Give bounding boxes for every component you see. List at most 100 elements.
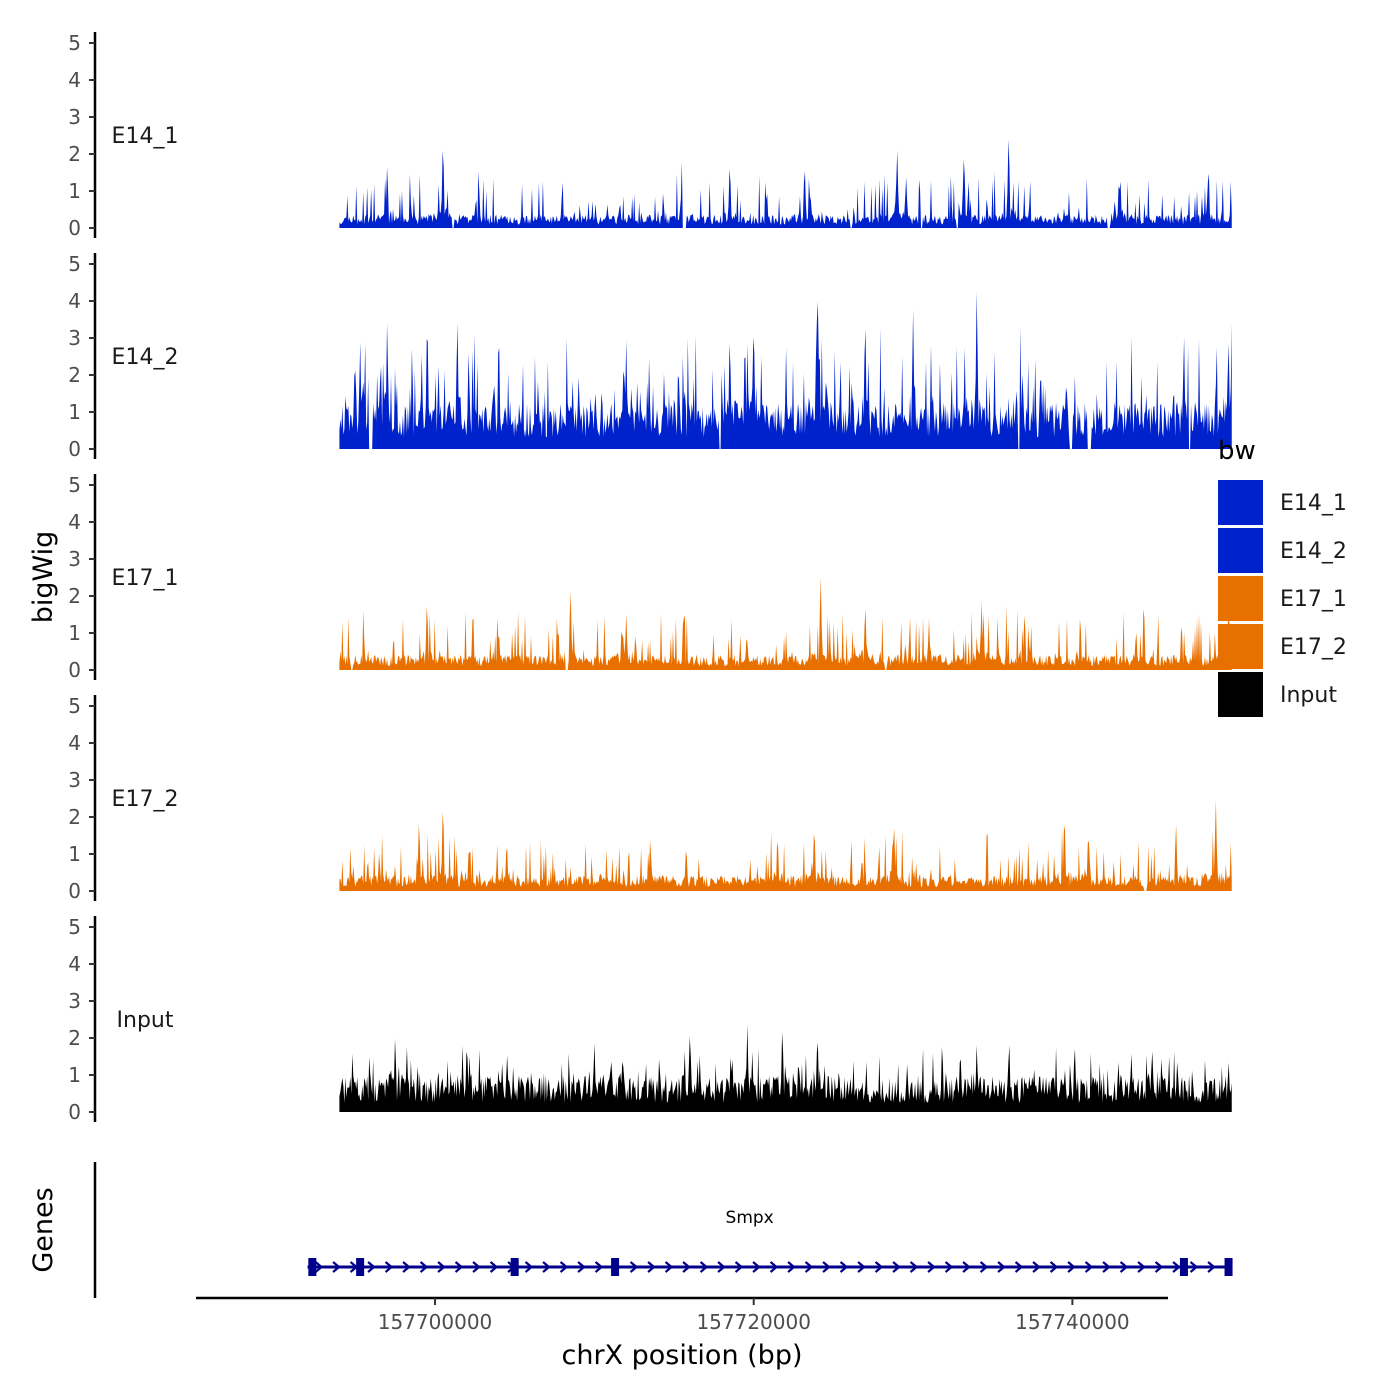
strand-arrow xyxy=(1102,1261,1111,1273)
strand-arrow xyxy=(944,1261,954,1273)
strand-arrow xyxy=(752,1261,761,1273)
legend-label: E17_2 xyxy=(1280,635,1347,660)
strand-arrow xyxy=(1154,1261,1164,1273)
strand-arrow xyxy=(874,1261,884,1273)
y-tick-label: 2 xyxy=(68,1026,81,1050)
strand-arrow xyxy=(892,1261,901,1273)
legend-label: E14_1 xyxy=(1280,491,1347,516)
legend: bw E14_1 E14_2 E17_1 E17_2 Input xyxy=(1218,436,1347,717)
y-tick-label: 5 xyxy=(68,473,81,497)
x-axis-title: chrX position (bp) xyxy=(561,1340,802,1371)
y-tick-label: 3 xyxy=(68,768,81,792)
legend-swatch xyxy=(1218,624,1263,669)
strand-arrow xyxy=(857,1261,866,1273)
gene-label: Smpx xyxy=(726,1208,774,1228)
gene-track: Smpx xyxy=(307,1208,1233,1276)
strand-arrow xyxy=(647,1261,656,1273)
strand-arrow xyxy=(332,1261,341,1273)
y-tick-label: 1 xyxy=(68,1063,81,1087)
coverage-area-e17-1 xyxy=(339,577,1232,670)
y-tick-label: 4 xyxy=(68,289,81,313)
coverage-area-e14-2 xyxy=(339,291,1232,449)
y-axis-title: bigWig xyxy=(28,531,59,624)
x-tick-label: 157720000 xyxy=(696,1310,811,1334)
strand-arrow xyxy=(962,1261,971,1273)
strand-arrow xyxy=(997,1261,1006,1273)
strand-arrow xyxy=(927,1261,936,1273)
strand-arrow xyxy=(1014,1261,1024,1273)
coverage-area-e17-2 xyxy=(339,799,1232,891)
genes-track-title: Genes xyxy=(28,1187,59,1272)
strand-arrow xyxy=(1137,1261,1146,1273)
legend-swatch xyxy=(1218,480,1263,525)
track-label: E14_2 xyxy=(112,345,179,370)
strand-arrow xyxy=(437,1261,446,1273)
exon-block xyxy=(308,1258,317,1276)
y-tick-label: 1 xyxy=(68,842,81,866)
strand-arrow xyxy=(1067,1261,1076,1273)
strand-arrow xyxy=(419,1261,429,1273)
y-tick-label: 5 xyxy=(68,694,81,718)
strand-arrow xyxy=(402,1261,411,1273)
y-tick-label: 3 xyxy=(68,989,81,1013)
y-tick-label: 2 xyxy=(68,363,81,387)
y-tick-label: 0 xyxy=(68,216,81,240)
legend-label: Input xyxy=(1280,683,1337,708)
y-tick-label: 0 xyxy=(68,437,81,461)
track-input: 0 1 2 3 4 5 Input xyxy=(68,915,1232,1124)
strand-arrow xyxy=(1032,1261,1041,1273)
x-tick-label: 157700000 xyxy=(378,1310,493,1334)
strand-arrow xyxy=(1172,1261,1181,1273)
track-label: E17_1 xyxy=(112,566,179,591)
track-e14-2: 0 1 2 3 4 5 E14_2 xyxy=(68,252,1232,461)
strand-arrow xyxy=(664,1261,674,1273)
strand-arrow xyxy=(682,1261,691,1273)
legend-swatch xyxy=(1218,576,1263,621)
coverage-area-input xyxy=(339,1024,1232,1112)
legend-title: bw xyxy=(1218,436,1256,466)
strand-arrow xyxy=(489,1261,499,1273)
track-e14-1: 0 1 2 3 4 5 E14_1 xyxy=(68,31,1232,240)
y-tick-label: 5 xyxy=(68,252,81,276)
y-tick-label: 5 xyxy=(68,915,81,939)
track-label: Input xyxy=(117,1008,174,1033)
track-e17-1: 0 1 2 3 4 5 E17_1 xyxy=(68,473,1232,682)
y-tick-label: 0 xyxy=(68,1100,81,1124)
legend-swatch xyxy=(1218,672,1263,717)
strand-arrow xyxy=(542,1261,551,1273)
strand-arrow xyxy=(1207,1261,1216,1273)
strand-arrow xyxy=(472,1261,481,1273)
y-tick-label: 0 xyxy=(68,879,81,903)
strand-arrow xyxy=(769,1261,779,1273)
strand-arrow xyxy=(577,1261,586,1273)
strand-arrow xyxy=(1119,1261,1129,1273)
coverage-tracks: 0 1 2 3 4 5 E14_1 0 1 2 3 4 5 E14_2 0 1 2 3 4 5 E17_1 0 1 2 3 4 5 E… xyxy=(68,31,1232,1124)
strand-arrow xyxy=(367,1261,376,1273)
exon-block xyxy=(510,1258,519,1276)
x-tick-label: 157740000 xyxy=(1015,1310,1130,1334)
y-tick-label: 2 xyxy=(68,584,81,608)
exon-block xyxy=(611,1258,620,1276)
legend-swatch xyxy=(1218,528,1263,573)
track-label: E17_2 xyxy=(112,787,179,812)
coverage-area-e14-1 xyxy=(339,139,1232,228)
y-tick-label: 1 xyxy=(68,621,81,645)
strand-arrow xyxy=(787,1261,796,1273)
strand-arrow xyxy=(629,1261,639,1273)
strand-arrow xyxy=(909,1261,919,1273)
strand-arrow xyxy=(559,1261,569,1273)
legend-label: E17_1 xyxy=(1280,587,1347,612)
y-tick-label: 4 xyxy=(68,952,81,976)
exon-block xyxy=(1224,1258,1233,1276)
y-tick-label: 4 xyxy=(68,68,81,92)
gene-smpx: Smpx xyxy=(307,1208,1233,1276)
strand-arrow xyxy=(804,1261,814,1273)
strand-arrow xyxy=(699,1261,709,1273)
strand-arrow xyxy=(979,1261,989,1273)
strand-arrow xyxy=(717,1261,726,1273)
y-tick-label: 3 xyxy=(68,105,81,129)
y-tick-label: 1 xyxy=(68,400,81,424)
legend-label: E14_2 xyxy=(1280,539,1347,564)
strand-arrow xyxy=(384,1261,394,1273)
